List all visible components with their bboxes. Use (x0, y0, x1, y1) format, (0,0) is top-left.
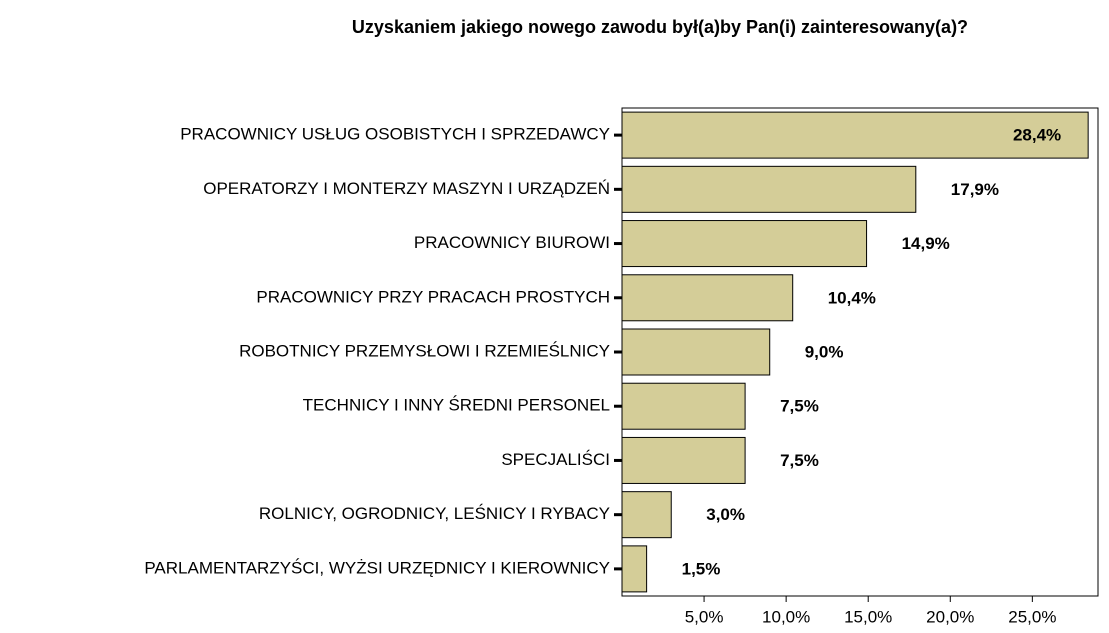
bar (621, 328, 771, 376)
bar (621, 274, 794, 322)
value-label: 7,5% (780, 451, 819, 470)
bar (621, 545, 648, 593)
x-tick-label: 25,0% (1008, 607, 1056, 626)
value-label: 14,9% (902, 234, 950, 253)
y-tick-label: PARLAMENTARZYŚCI, WYŻSI URZĘDNICY I KIER… (144, 558, 610, 577)
y-tick-label: SPECJALIŚCI (501, 450, 610, 469)
value-label: 3,0% (706, 505, 745, 524)
bar (621, 382, 746, 430)
bar (621, 436, 746, 484)
y-tick-label: ROLNICY, OGRODNICY, LEŚNICY I RYBACY (259, 504, 610, 523)
value-label: 1,5% (682, 559, 721, 578)
x-tick-label: 20,0% (926, 607, 974, 626)
y-tick-label: OPERATORZY I MONTERZY MASZYN I URZĄDZEŃ (203, 179, 610, 198)
y-tick-label: PRACOWNICY PRZY PRACACH PROSTYCH (256, 287, 610, 306)
y-tick-label: PRACOWNICY BIUROWI (414, 233, 610, 252)
value-label: 28,4% (1013, 126, 1061, 145)
value-label: 9,0% (805, 342, 844, 361)
value-label: 7,5% (780, 397, 819, 416)
value-label: 17,9% (951, 180, 999, 199)
x-tick-label: 15,0% (844, 607, 892, 626)
x-tick-label: 5,0% (685, 607, 724, 626)
chart-title: Uzyskaniem jakiego nowego zawodu był(a)b… (352, 17, 968, 37)
y-tick-label: PRACOWNICY USŁUG OSOBISTYCH I SPRZEDAWCY (180, 125, 610, 144)
x-tick-label: 10,0% (762, 607, 810, 626)
bar (621, 165, 917, 213)
y-tick-label: ROBOTNICY PRZEMYSŁOWI I RZEMIEŚLNICY (239, 341, 610, 360)
bar (621, 220, 868, 268)
value-label: 10,4% (828, 288, 876, 307)
y-tick-label: TECHNICY I INNY ŚREDNI PERSONEL (303, 396, 610, 415)
bar (621, 111, 1089, 159)
bar (621, 491, 672, 539)
